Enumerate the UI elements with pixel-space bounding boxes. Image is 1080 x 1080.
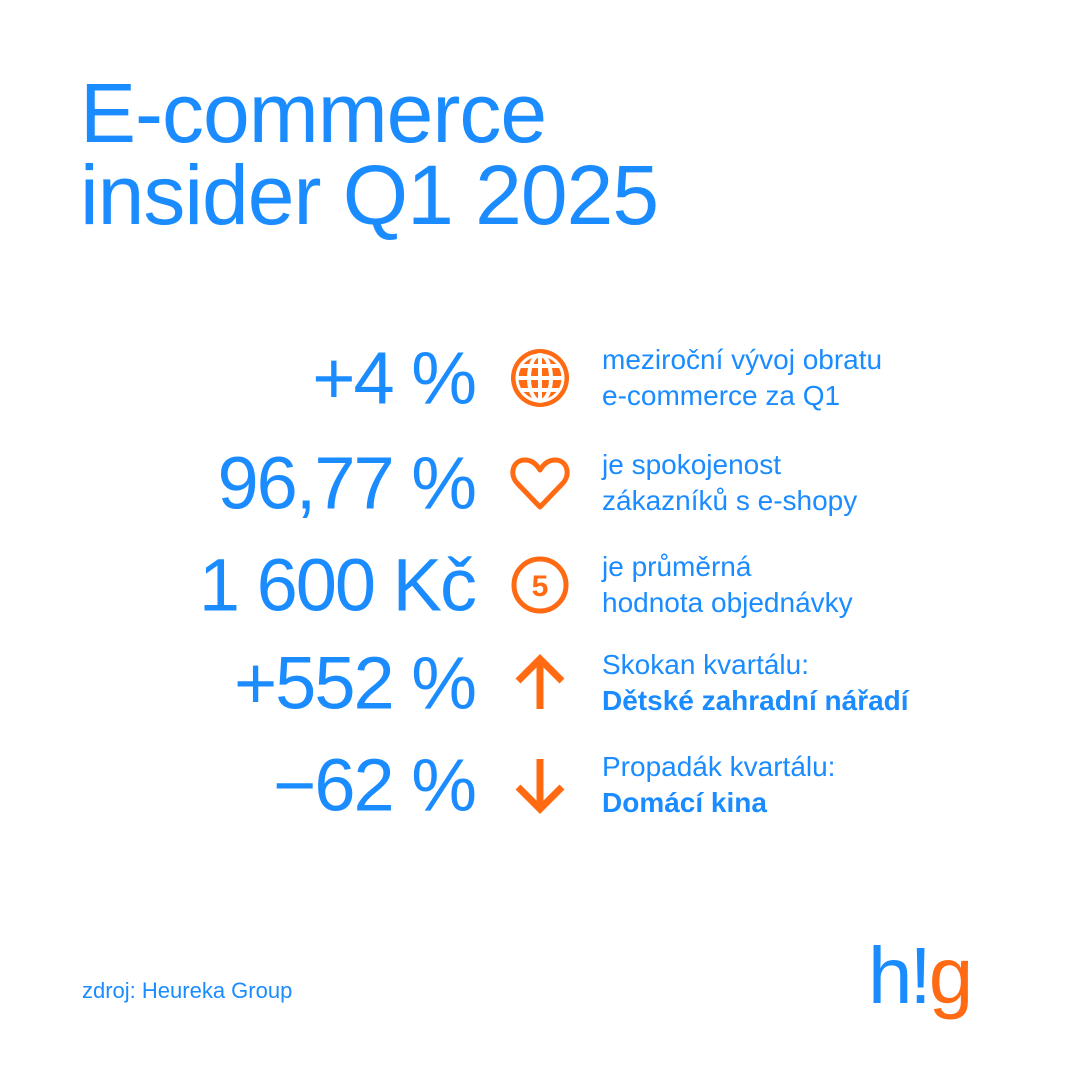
title-line-2: insider Q1 2025 (80, 148, 659, 242)
globe-icon (511, 349, 569, 407)
stat-row-turnover: +4 % meziroční vývoj obratu e-commerce z… (0, 328, 1080, 428)
desc-line: Propadák kvartálu: (602, 751, 836, 782)
heart-icon (510, 457, 570, 510)
title-line-1: E-commerce (80, 66, 547, 160)
source-note: zdroj: Heureka Group (82, 978, 293, 1003)
heureka-group-logo: h!g (868, 930, 973, 1022)
stat-value: 96,77 % (217, 441, 477, 525)
arrow-up-icon (515, 654, 565, 709)
stat-description: Propadák kvartálu: Domácí kina (602, 749, 835, 821)
svg-text:5: 5 (532, 570, 549, 603)
stat-row-top-faller: −62 % Propadák kvartálu: Domácí kina (0, 735, 1080, 835)
desc-line-bold: Dětské zahradní nářadí (602, 685, 909, 716)
desc-line-bold: Domácí kina (602, 787, 767, 818)
stat-value: +4 % (312, 336, 477, 420)
desc-line: meziroční vývoj obratu (602, 344, 883, 375)
desc-line: hodnota objednávky (602, 587, 853, 618)
desc-line: je spokojenost (602, 449, 782, 480)
stat-description: Skokan kvartálu: Dětské zahradní nářadí (602, 647, 909, 719)
stat-description: je průměrná hodnota objednávky (602, 549, 853, 621)
arrow-down-icon (515, 759, 565, 814)
five-coin-icon: 5 (511, 556, 569, 614)
stat-value: +552 % (233, 641, 477, 725)
desc-line: zákazníků s e-shopy (602, 485, 858, 516)
desc-line: je průměrná (602, 551, 752, 582)
stat-row-top-riser: +552 % Skokan kvartálu: Dětské zahradní … (0, 633, 1080, 733)
logo-excl: ! (909, 931, 932, 1020)
stat-value: 1 600 Kč (198, 543, 477, 627)
stat-row-satisfaction: 96,77 % je spokojenost zákazníků s e-sho… (0, 433, 1080, 533)
desc-line: e-commerce za Q1 (602, 380, 841, 411)
logo-g: g (928, 931, 973, 1020)
stat-description: meziroční vývoj obratu e-commerce za Q1 (602, 342, 882, 414)
desc-line: Skokan kvartálu: (602, 649, 809, 680)
stat-row-order-value: 1 600 Kč 5 je průměrná hodnota objednávk… (0, 535, 1080, 635)
stat-description: je spokojenost zákazníků s e-shopy (602, 447, 857, 519)
page-title: E-commerce insider Q1 2025 (80, 71, 659, 237)
stat-value: −62 % (273, 743, 477, 827)
logo-h: h (868, 931, 912, 1020)
